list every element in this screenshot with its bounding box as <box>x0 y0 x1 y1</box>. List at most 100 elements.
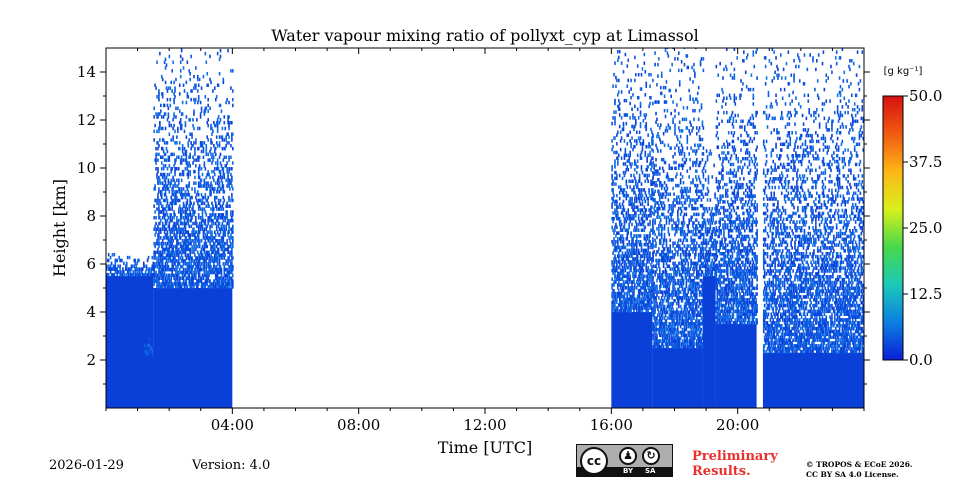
signal-pixel <box>171 204 173 208</box>
signal-pixel <box>634 176 636 181</box>
signal-pixel <box>690 330 692 335</box>
signal-pixel <box>153 204 155 208</box>
signal-pixel <box>190 270 192 275</box>
signal-pixel <box>654 183 656 188</box>
signal-pixel <box>611 188 613 192</box>
signal-pixel <box>701 345 704 349</box>
signal-pixel <box>632 291 634 296</box>
signal-pixel <box>171 167 173 171</box>
signal-pixel <box>160 210 162 214</box>
signal-pixel <box>613 260 615 264</box>
signal-pixel <box>188 207 191 211</box>
signal-pixel <box>230 262 232 266</box>
signal-pixel <box>680 307 683 312</box>
signal-pixel <box>611 268 613 273</box>
signal-pixel <box>676 316 678 320</box>
signal-pixel <box>677 342 679 346</box>
signal-pixel <box>691 322 693 326</box>
signal-pixel <box>157 264 159 269</box>
signal-pixel <box>612 268 614 273</box>
signal-pixel <box>654 270 656 274</box>
signal-pixel <box>654 204 656 208</box>
signal-pixel <box>169 213 172 217</box>
signal-pixel <box>672 276 674 280</box>
signal-pixel <box>658 189 660 194</box>
signal-pixel <box>160 250 162 255</box>
signal-pixel <box>203 264 206 269</box>
signal-pixel <box>205 244 208 249</box>
signal-pixel <box>170 213 173 217</box>
signal-pixel <box>617 303 620 307</box>
signal-pixel <box>199 178 202 183</box>
signal-pixel <box>184 210 187 214</box>
signal-pixel <box>631 196 633 201</box>
signal-pixel <box>179 216 182 220</box>
signal-pixel <box>617 130 619 135</box>
signal-pixel <box>700 227 703 231</box>
signal-pixel <box>169 103 172 108</box>
signal-pixel <box>684 250 687 254</box>
signal-pixel <box>179 158 182 162</box>
signal-pixel <box>109 267 112 271</box>
signal-pixel <box>628 202 630 207</box>
signal-pixel <box>219 48 222 53</box>
signal-pixel <box>222 236 225 240</box>
signal-pixel <box>641 147 644 152</box>
signal-pixel <box>218 227 221 231</box>
signal-pixel <box>701 293 704 297</box>
signal-pixel <box>158 190 160 194</box>
signal-pixel <box>660 232 663 237</box>
signal-pixel <box>616 78 618 83</box>
signal-pixel <box>170 123 173 128</box>
signal-pixel <box>698 313 701 317</box>
signal-pixel <box>625 113 628 117</box>
signal-pixel <box>693 270 695 274</box>
signal-pixel <box>674 108 676 113</box>
signal-pixel <box>656 336 658 340</box>
signal-pixel <box>173 184 175 188</box>
signal-pixel <box>178 276 181 280</box>
signal-pixel <box>681 149 684 153</box>
signal-pixel <box>178 181 180 185</box>
signal-pixel <box>222 207 225 211</box>
signal-pixel <box>180 190 183 194</box>
signal-pixel <box>179 54 182 59</box>
signal-pixel <box>632 248 634 253</box>
signal-pixel <box>167 155 170 159</box>
signal-pixel <box>175 247 177 252</box>
signal-pixel <box>690 342 692 346</box>
signal-pixel <box>623 300 626 304</box>
signal-pixel <box>172 247 174 252</box>
signal-pixel <box>685 333 688 338</box>
signal-pixel <box>215 264 218 269</box>
signal-pixel <box>644 153 647 158</box>
signal-pixel <box>659 333 661 338</box>
signal-pixel <box>172 187 174 191</box>
signal-pixel <box>684 273 687 277</box>
signal-pixel <box>224 267 227 272</box>
signal-pixel <box>161 227 164 231</box>
signal-pixel <box>162 224 165 229</box>
signal-pixel <box>669 146 672 150</box>
signal-pixel <box>692 322 694 326</box>
signal-pixel <box>668 276 671 280</box>
signal-pixel <box>198 270 201 275</box>
signal-pixel <box>624 147 627 152</box>
signal-pixel <box>694 324 696 329</box>
signal-pixel <box>162 276 165 280</box>
signal-pixel <box>651 182 653 186</box>
signal-pixel <box>612 84 614 88</box>
signal-pixel <box>695 232 698 237</box>
signal-pixel <box>211 218 213 223</box>
signal-pixel <box>696 284 699 289</box>
signal-pixel <box>206 198 209 203</box>
signal-pixel <box>181 282 184 286</box>
signal-pixel <box>689 296 691 300</box>
signal-pixel <box>683 290 686 294</box>
signal-pixel <box>694 296 696 300</box>
signal-pixel <box>230 210 232 214</box>
signal-pixel <box>184 224 187 229</box>
signal-pixel <box>614 254 616 258</box>
signal-pixel <box>171 247 173 252</box>
signal-pixel <box>690 146 692 150</box>
